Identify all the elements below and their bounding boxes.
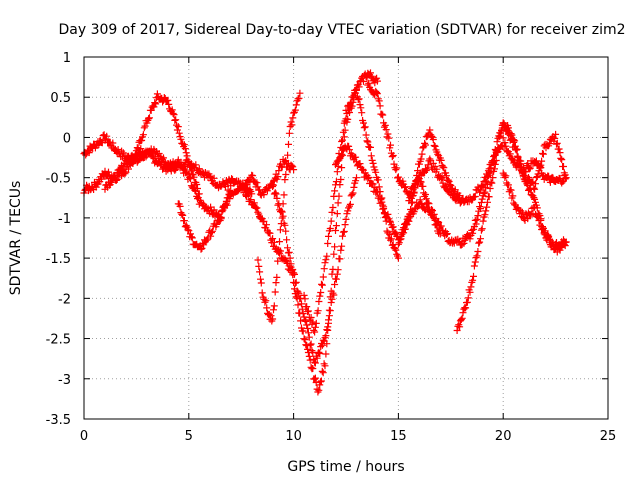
x-tick-label: 10 xyxy=(285,429,302,444)
series-markers xyxy=(499,169,570,256)
series-markers xyxy=(101,145,235,224)
x-tick-label: 15 xyxy=(390,429,407,444)
data-layer xyxy=(80,69,570,396)
y-tick-label: 0.5 xyxy=(50,91,71,106)
series-sat-h xyxy=(300,85,402,336)
y-tick-label: -1 xyxy=(58,212,71,227)
ticks xyxy=(83,56,609,420)
plot-frame xyxy=(83,56,609,420)
series-markers xyxy=(332,142,444,248)
x-tick-label: 0 xyxy=(80,429,88,444)
y-tick-label: -0.5 xyxy=(46,172,71,187)
y-tick-label: -2.5 xyxy=(46,333,71,348)
series-sat-i xyxy=(332,142,444,248)
grid xyxy=(84,57,608,419)
series-markers xyxy=(237,174,360,367)
y-tick-label: -3.5 xyxy=(46,413,71,428)
x-tick-label: 20 xyxy=(495,429,512,444)
y-tick-label: -2 xyxy=(58,292,71,307)
y-tick-label: -1.5 xyxy=(46,252,71,267)
x-tick-label: 25 xyxy=(600,429,617,444)
y-tick-labels: 1 0.5 0 -0.5 -1 -1.5 -2 -2.5 -3 -3.5 xyxy=(46,51,71,428)
y-tick-label: 0 xyxy=(63,131,71,146)
series-sat-e xyxy=(237,174,360,367)
y-tick-label: -3 xyxy=(58,373,71,388)
chart-title: Day 309 of 2017, Sidereal Day-to-day VTE… xyxy=(59,22,626,38)
x-tick-labels: 0 5 10 15 20 25 xyxy=(80,429,616,444)
series-markers xyxy=(300,85,402,336)
y-axis-title: SDTVAR / TECUs xyxy=(8,181,24,296)
series-sat-c xyxy=(101,145,235,224)
y-tick-label: 1 xyxy=(63,51,71,66)
series-sat-n xyxy=(499,169,570,256)
x-tick-label: 5 xyxy=(185,429,193,444)
x-axis-title: GPS time / hours xyxy=(287,459,404,475)
